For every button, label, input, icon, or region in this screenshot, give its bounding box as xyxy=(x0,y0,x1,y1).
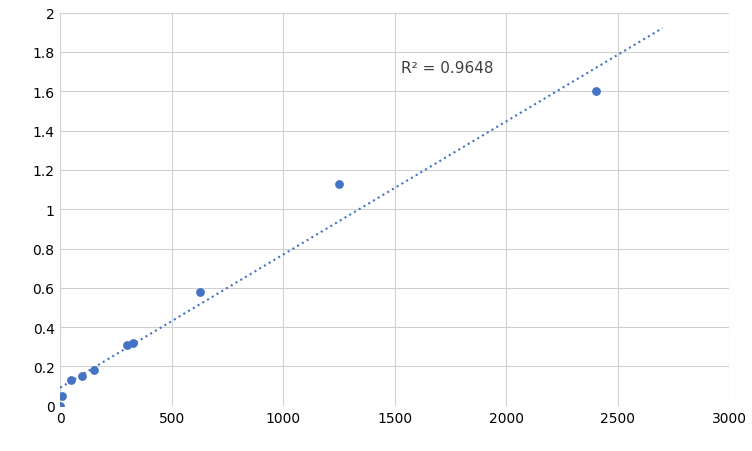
Text: R² = 0.9648: R² = 0.9648 xyxy=(402,61,494,76)
Point xyxy=(54,402,66,410)
Point xyxy=(77,373,89,380)
Point xyxy=(193,289,205,296)
Point xyxy=(121,341,133,349)
Point xyxy=(65,377,77,384)
Point xyxy=(87,367,99,374)
Point xyxy=(56,392,68,400)
Point xyxy=(333,180,345,188)
Point xyxy=(126,340,138,347)
Point xyxy=(590,88,602,96)
